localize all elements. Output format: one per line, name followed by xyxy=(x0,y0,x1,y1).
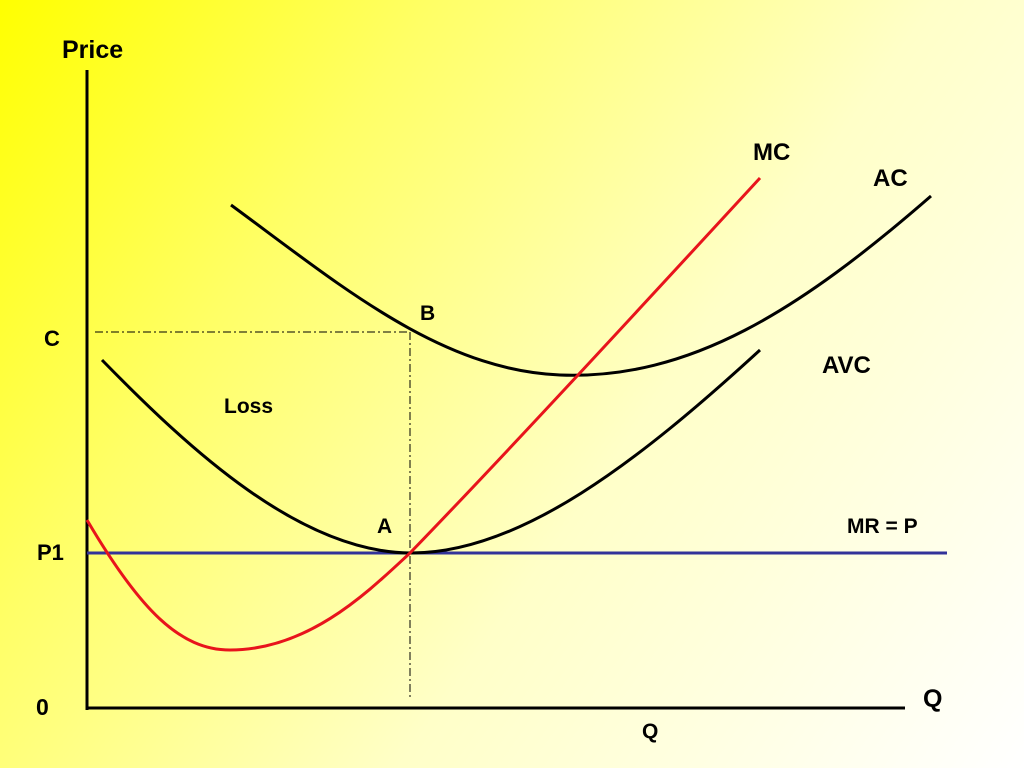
loss-label: Loss xyxy=(224,395,273,418)
c-price-label: C xyxy=(44,326,60,351)
x-axis-label: Q xyxy=(923,685,942,713)
avc-label: AVC xyxy=(822,352,871,379)
mc-curve xyxy=(85,176,762,652)
ac-curve xyxy=(230,194,932,377)
y-axis-label: Price xyxy=(62,36,123,64)
origin-label: 0 xyxy=(36,694,49,720)
mr-label: MR = P xyxy=(847,515,918,538)
ac-label: AC xyxy=(873,165,908,192)
mc-label: MC xyxy=(753,139,790,166)
avc-curve xyxy=(100,348,762,555)
p1-price-label: P1 xyxy=(37,540,64,565)
point-b-label: B xyxy=(420,302,435,325)
quantity-label: Q xyxy=(642,720,658,743)
point-a-label: A xyxy=(377,515,392,538)
